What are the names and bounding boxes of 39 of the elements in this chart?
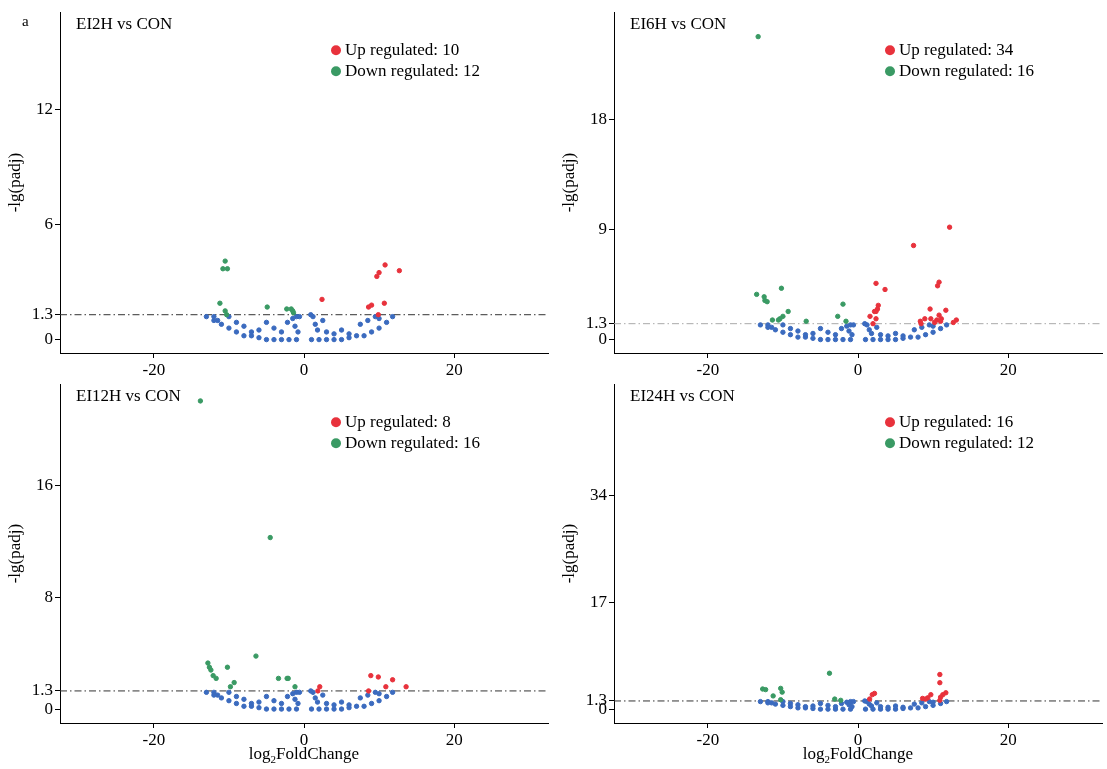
x-tick-label: 0 <box>853 359 863 379</box>
y-tick-label: 1.3 <box>31 304 53 324</box>
x-tick-label: -20 <box>142 359 166 379</box>
y-axis-title: -lg(padj) <box>559 523 579 584</box>
legend-label: Down regulated: 12 <box>345 60 481 80</box>
y-tick-label: 1.3 <box>31 680 53 700</box>
chart-title: EI24H vs CON <box>630 386 735 406</box>
y-tick-label: 34 <box>590 484 608 504</box>
x-tick-label: 20 <box>445 359 463 379</box>
chart-title: EI2H vs CON <box>76 14 173 34</box>
legend-label: Up regulated: 10 <box>345 39 460 59</box>
text: a <box>22 12 29 29</box>
y-tick-label: 9 <box>598 219 607 239</box>
y-tick-label: 0 <box>44 698 53 718</box>
legend-label: Up regulated: 8 <box>345 411 451 431</box>
legend-label: Down regulated: 16 <box>899 60 1035 80</box>
y-tick-label: 17 <box>590 591 608 611</box>
x-tick-label: 20 <box>999 729 1017 749</box>
x-tick-label: -20 <box>696 359 720 379</box>
chart-title: EI6H vs CON <box>630 14 727 34</box>
x-tick-label: -20 <box>696 729 720 749</box>
x-tick-label: 20 <box>445 729 463 749</box>
y-tick-label: 16 <box>36 475 53 495</box>
y-tick-label: 8 <box>44 586 53 606</box>
y-axis-title: -lg(padj) <box>5 523 25 584</box>
legend-label: Up regulated: 16 <box>899 411 1014 431</box>
y-tick-label: 12 <box>36 99 53 119</box>
x-tick-label: 0 <box>299 359 309 379</box>
chart-title: EI12H vs CON <box>76 386 181 406</box>
y-axis-title: -lg(padj) <box>559 152 579 213</box>
x-tick-label: 20 <box>999 359 1017 379</box>
x-tick-label: -20 <box>142 729 166 749</box>
y-tick-label: 6 <box>44 214 53 234</box>
y-tick-label: 0 <box>44 329 53 349</box>
y-axis-title: -lg(padj) <box>5 152 25 213</box>
legend-label: Down regulated: 12 <box>899 432 1035 452</box>
y-tick-label: 18 <box>590 109 607 129</box>
legend-label: Up regulated: 34 <box>899 39 1014 59</box>
legend-label: Down regulated: 16 <box>345 432 481 452</box>
